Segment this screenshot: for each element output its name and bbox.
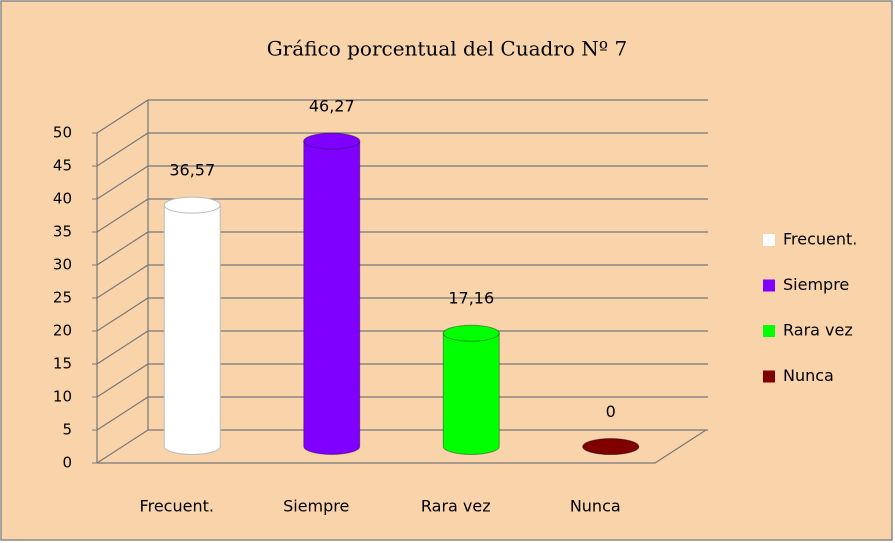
bar xyxy=(163,204,221,455)
y-tick-label: 5 xyxy=(62,421,72,439)
y-tick-label: 50 xyxy=(53,124,72,142)
chart-title: Gráfico porcentual del Cuadro Nº 7 xyxy=(267,37,628,61)
y-tick-label: 20 xyxy=(53,322,72,340)
legend-label: Siempre xyxy=(783,275,849,294)
y-tick-label: 25 xyxy=(53,289,72,307)
bar-top xyxy=(582,438,640,455)
y-tick-label: 15 xyxy=(53,355,72,373)
x-tick-label: Nunca xyxy=(570,497,621,516)
x-tick-label: Siempre xyxy=(283,497,349,516)
y-tick-label: 45 xyxy=(53,157,72,175)
value-label: 0 xyxy=(606,402,616,421)
x-tick-label: Rara vez xyxy=(421,497,491,516)
bar-top xyxy=(303,132,361,150)
value-label: 17,16 xyxy=(448,289,494,308)
legend-swatch xyxy=(763,370,775,383)
legend-swatch xyxy=(763,279,775,292)
legend-swatch xyxy=(763,234,775,246)
value-label: 36,57 xyxy=(169,161,215,180)
y-tick-label: 30 xyxy=(53,256,72,274)
y-tick-label: 10 xyxy=(53,388,72,406)
bar xyxy=(303,140,361,455)
legend-swatch xyxy=(763,325,775,337)
x-tick-label: Frecuent. xyxy=(140,497,214,516)
y-tick-label: 35 xyxy=(53,223,72,241)
value-label: 46,27 xyxy=(309,97,355,116)
legend-label: Rara vez xyxy=(783,321,853,340)
legend-label: Nunca xyxy=(783,366,834,385)
bar-top xyxy=(442,324,500,342)
y-tick-label: 0 xyxy=(62,454,72,472)
bar xyxy=(442,332,500,455)
legend-label: Frecuent. xyxy=(783,230,857,249)
y-tick-label: 40 xyxy=(53,190,72,208)
bar-top xyxy=(163,196,221,214)
floor xyxy=(97,429,707,464)
